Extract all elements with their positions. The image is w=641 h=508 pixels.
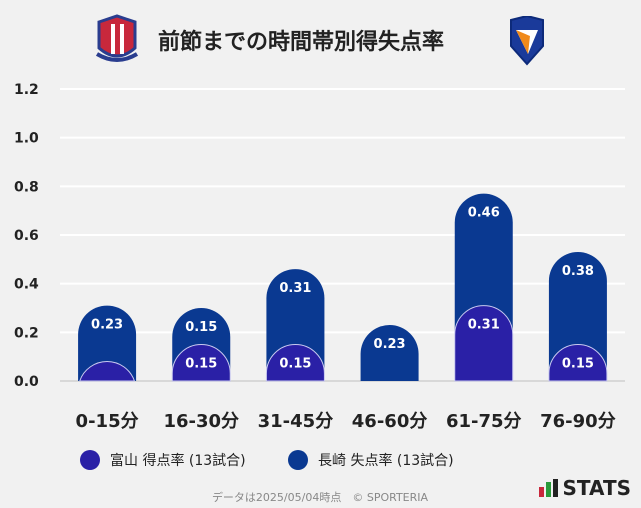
data-label-nagasaki: 0.23 bbox=[91, 318, 123, 333]
data-label-nagasaki: 0.31 bbox=[279, 281, 311, 296]
legend-item-toyama: 富山 得点率 (13試合) bbox=[80, 450, 246, 470]
y-tick-label: 0.8 bbox=[14, 179, 39, 195]
x-tick-label: 61-75分 bbox=[446, 411, 522, 432]
legend-item-nagasaki: 長崎 失点率 (13試合) bbox=[288, 450, 454, 470]
data-label-nagasaki: 0.15 bbox=[185, 320, 217, 335]
chart-title: 前節までの時間帯別得失点率 bbox=[158, 30, 445, 55]
data-label-toyama: 0.15 bbox=[279, 357, 311, 372]
data-label-nagasaki: 0.38 bbox=[562, 264, 594, 279]
x-tick-label: 46-60分 bbox=[352, 411, 428, 432]
bar-toyama bbox=[78, 361, 136, 382]
y-tick-label: 0.4 bbox=[14, 277, 39, 293]
toyama-logo bbox=[95, 14, 139, 62]
bar-chart: 0.0 0.2 0.4 0.6 0.8 1.0 1.2 0.23 0-15分 0.15 0.15 16… bbox=[14, 82, 625, 432]
data-label-toyama: 0.15 bbox=[185, 357, 217, 372]
data-label-nagasaki: 0.46 bbox=[468, 206, 500, 221]
bar-nagasaki bbox=[78, 305, 137, 381]
bar-toyama bbox=[171, 344, 231, 382]
legend-swatch-toyama bbox=[80, 450, 100, 470]
data-label-toyama: 0.31 bbox=[468, 318, 500, 333]
x-tick-label: 16-30分 bbox=[163, 411, 239, 432]
data-label-toyama: 0.15 bbox=[562, 357, 594, 372]
stats-brand: STATS bbox=[538, 476, 631, 500]
stats-text: STATS bbox=[562, 476, 631, 500]
x-tick-label: 31-45分 bbox=[258, 411, 334, 432]
y-tick-label: 1.0 bbox=[14, 131, 39, 147]
x-tick-label: 0-15分 bbox=[76, 411, 139, 432]
legend-swatch-nagasaki bbox=[288, 450, 308, 470]
nagasaki-logo bbox=[510, 16, 544, 66]
x-tick-label: 76-90分 bbox=[540, 411, 616, 432]
y-tick-label: 0.2 bbox=[14, 325, 39, 341]
bar-toyama bbox=[548, 344, 608, 382]
y-tick-label: 1.2 bbox=[14, 82, 39, 98]
footer-note: データは2025/05/04時点 © SPORTERIA bbox=[211, 491, 429, 504]
stats-logo-icon bbox=[538, 479, 558, 497]
legend-label-toyama: 富山 得点率 (13試合) bbox=[110, 453, 246, 469]
bar-toyama bbox=[265, 344, 325, 382]
data-label-nagasaki: 0.23 bbox=[374, 337, 406, 352]
legend-label-nagasaki: 長崎 失点率 (13試合) bbox=[318, 453, 454, 469]
y-tick-label: 0.0 bbox=[14, 374, 39, 390]
y-tick-label: 0.6 bbox=[14, 228, 39, 244]
bar-nagasaki bbox=[360, 325, 419, 381]
bar-toyama bbox=[454, 305, 514, 382]
